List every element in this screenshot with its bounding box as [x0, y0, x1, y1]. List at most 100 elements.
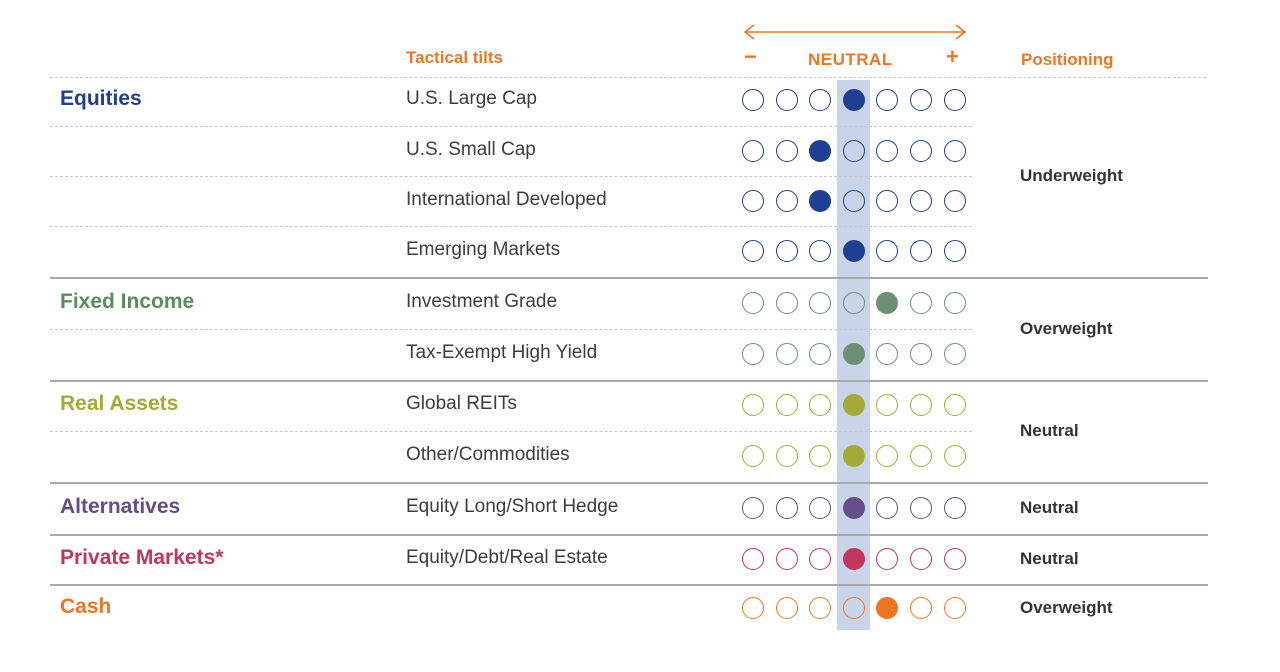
tilt-dot-empty [809, 89, 832, 111]
sub-asset-label: Tax-Exempt High Yield [406, 342, 598, 363]
tilt-dot-empty [742, 190, 764, 212]
row-divider [50, 431, 972, 432]
tilt-dot-empty [742, 597, 764, 619]
tilt-dot-empty [876, 240, 899, 262]
tilt-dot-empty [842, 190, 865, 212]
positioning-header: Positioning [1021, 50, 1114, 69]
tilt-dot-empty [943, 89, 966, 111]
tilt-dot-empty [742, 89, 764, 111]
tilt-dot-empty [943, 597, 966, 619]
tilt-dot-empty [809, 597, 832, 619]
tilt-dot-empty [842, 597, 865, 619]
tilt-dot-empty [742, 140, 764, 162]
row-divider [50, 226, 972, 227]
tilt-dot-empty [775, 89, 798, 111]
group-divider [50, 380, 1208, 382]
sub-asset-label: Other/Commodities [406, 444, 570, 465]
tilt-dot-empty [943, 394, 966, 416]
tilt-dot-empty [775, 394, 798, 416]
group-divider [50, 584, 1208, 586]
row-divider [50, 176, 972, 177]
tilt-dot-empty [775, 548, 798, 570]
tilt-dot-empty [910, 445, 932, 467]
tilt-dot-empty [943, 292, 966, 314]
tilt-dot-empty [910, 597, 932, 619]
category-label: Private Markets* [60, 546, 224, 569]
tilt-dot-empty [876, 89, 899, 111]
tilt-dot-empty [742, 343, 764, 365]
positioning-label: Neutral [1020, 420, 1079, 440]
tilt-dot-empty [842, 140, 865, 162]
positioning-label: Underweight [1020, 165, 1123, 185]
tilt-dot-empty [809, 548, 832, 570]
tilt-dot-empty [943, 240, 966, 262]
tilt-dot-empty [742, 394, 764, 416]
tilt-dot-empty [775, 343, 798, 365]
tilt-dot-empty [876, 548, 899, 570]
tilt-dot-empty [775, 140, 798, 162]
sub-asset-label: U.S. Large Cap [406, 88, 537, 109]
category-label: Cash [60, 595, 112, 618]
tilt-dot-empty [775, 292, 798, 314]
positioning-label: Neutral [1020, 549, 1079, 568]
tilt-dot-empty [910, 190, 932, 212]
tilt-dot-empty [775, 190, 798, 212]
sub-asset-label: Emerging Markets [406, 239, 561, 260]
tilt-dot-empty [742, 445, 764, 467]
sub-asset-label: Global REITs [406, 393, 517, 414]
minus-label: − [744, 44, 757, 69]
tilt-dot-empty [775, 240, 798, 262]
category-label: Fixed Income [60, 290, 195, 313]
range-arrow [743, 24, 967, 40]
category-label: Alternatives [60, 495, 181, 518]
tilt-dot-empty [775, 597, 798, 619]
header-divider [50, 77, 1206, 78]
sub-asset-label: Investment Grade [406, 291, 558, 312]
neutral-label: NEUTRAL [808, 50, 893, 69]
tilt-dot-empty [943, 343, 966, 365]
sub-asset-label: Equity Long/Short Hedge [406, 496, 619, 517]
sub-asset-label: International Developed [406, 189, 607, 210]
category-label: Equities [60, 87, 142, 110]
tilt-dot-filled [842, 497, 865, 519]
group-divider [50, 534, 1208, 536]
tilt-dot-empty [910, 497, 932, 519]
group-divider [50, 482, 1208, 484]
tilt-dot-empty [910, 292, 932, 314]
tilt-dot-empty [910, 140, 932, 162]
tilt-dot-empty [809, 343, 832, 365]
tilt-dot-empty [876, 445, 899, 467]
tilt-dot-empty [775, 497, 798, 519]
tilt-dot-empty [910, 240, 932, 262]
tilt-dot-empty [876, 190, 899, 212]
tilt-dot-filled [842, 445, 865, 467]
sub-asset-label: Equity/Debt/Real Estate [406, 547, 608, 568]
tilt-dot-empty [876, 394, 899, 416]
group-divider [50, 277, 1208, 279]
tilt-dot-filled [876, 292, 899, 314]
tilt-dot-empty [809, 240, 832, 262]
tilt-dot-empty [809, 445, 832, 467]
tilt-dot-empty [910, 548, 932, 570]
tilt-dot-empty [809, 292, 832, 314]
tilt-dot-empty [809, 497, 832, 519]
tilt-dot-empty [742, 292, 764, 314]
plus-label: + [946, 44, 959, 69]
tilt-dot-filled [809, 190, 832, 212]
tilt-dot-empty [742, 548, 764, 570]
tilt-dot-empty [943, 140, 966, 162]
tilt-dot-filled [876, 597, 899, 619]
tilt-dot-empty [876, 497, 899, 519]
tilt-dot-filled [842, 89, 865, 111]
tilt-dot-filled [842, 548, 865, 570]
tilt-dot-empty [876, 343, 899, 365]
tilt-dot-empty [742, 497, 764, 519]
row-divider [50, 126, 972, 127]
tilt-dot-empty [910, 343, 932, 365]
row-divider [50, 329, 972, 330]
tilt-dot-filled [809, 140, 832, 162]
tilt-dot-empty [943, 190, 966, 212]
tilt-dot-filled [842, 240, 865, 262]
tactical-tilts-header: Tactical tilts [406, 48, 503, 67]
tilt-dot-empty [943, 445, 966, 467]
